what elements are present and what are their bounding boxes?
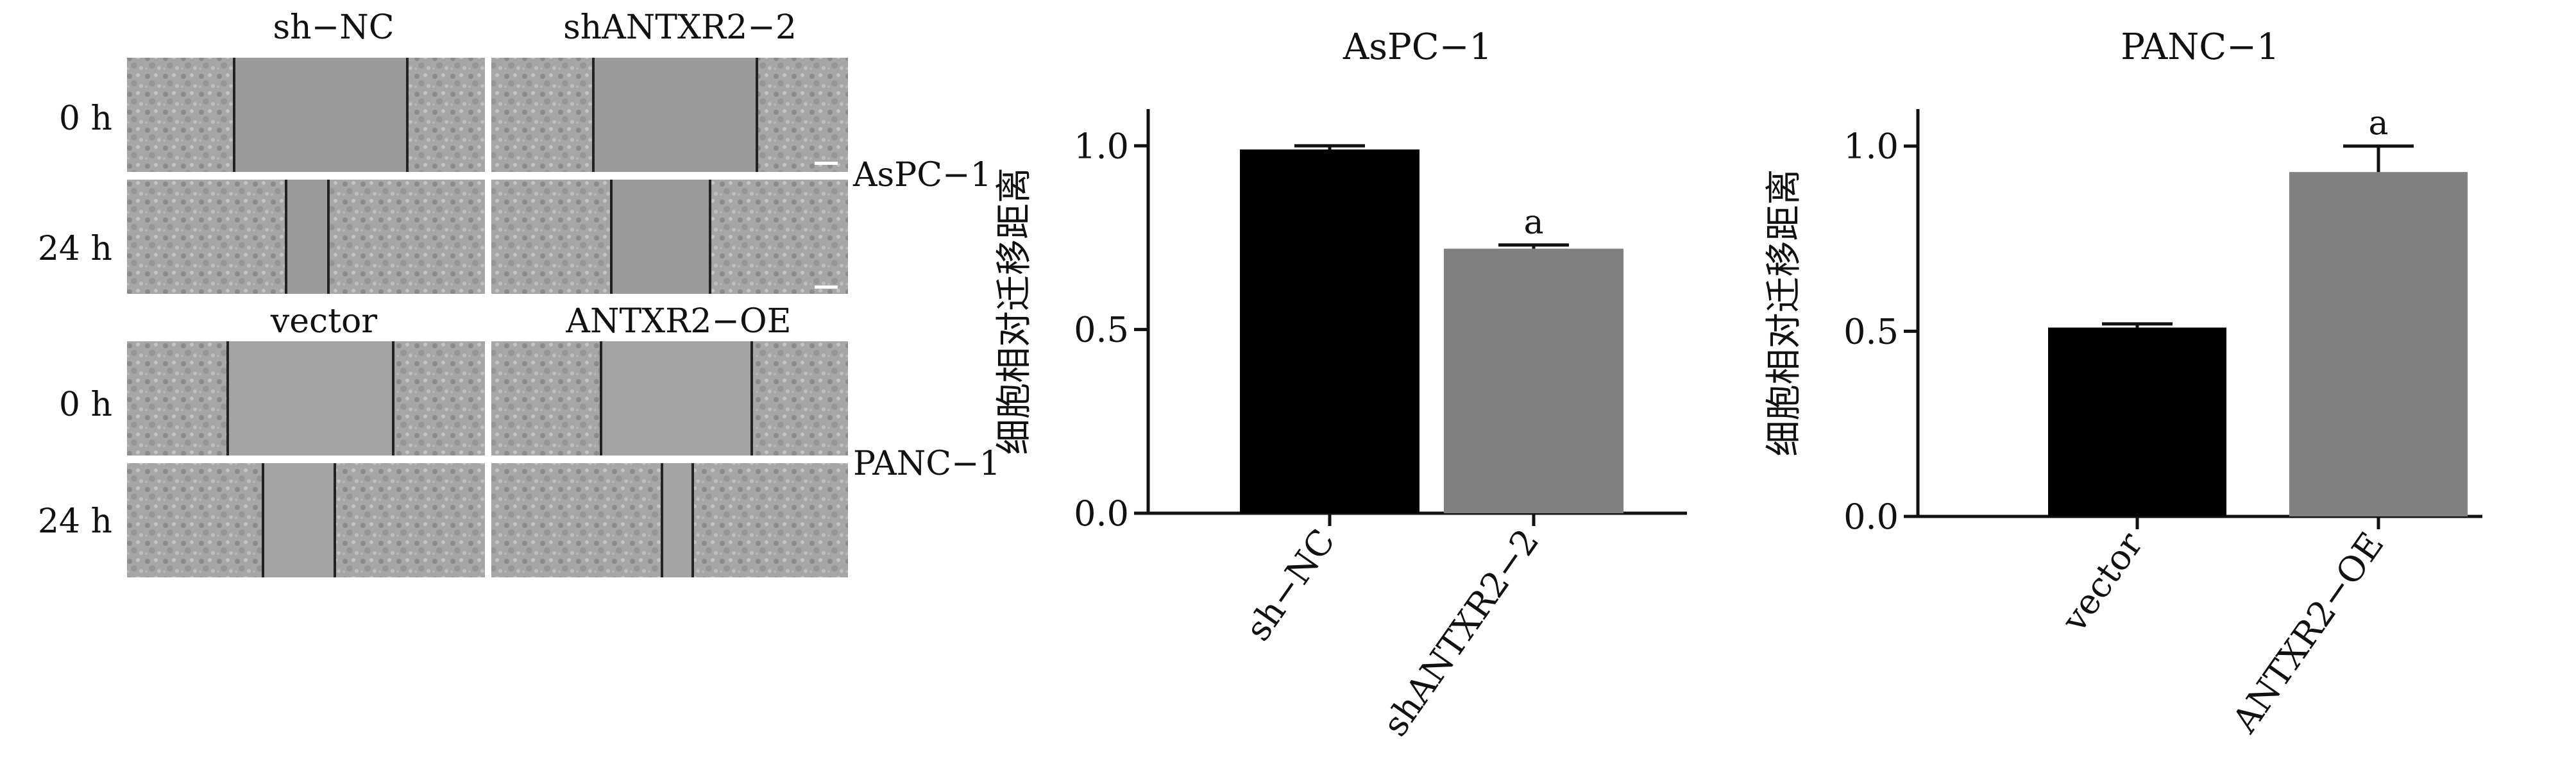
bar	[1240, 149, 1419, 513]
micrograph-aspc-shantxr2-0h	[491, 58, 848, 172]
column-label-vector: vector	[270, 302, 377, 341]
row-label-24h-aspc: 24 h	[38, 230, 112, 268]
bar	[2289, 172, 2468, 516]
y-axis-label: 细胞相对迁移距离	[1763, 169, 1805, 457]
y-tick-label: 0.5	[1074, 310, 1129, 350]
x-tick-label: sh−NC	[1237, 522, 1343, 648]
chart-title: AsPC−1	[1343, 26, 1492, 68]
significance-label: a	[1523, 203, 1543, 242]
micrograph-panc-antxr2-oe-24h	[491, 463, 848, 577]
y-tick-label: 0.5	[1843, 311, 1899, 352]
column-label-shantxr2-2: shANTXR2−2	[563, 8, 797, 47]
y-tick-label: 1.0	[1074, 126, 1129, 166]
micrograph-aspc-sh-nc-24h	[127, 180, 485, 294]
y-axis-label: 细胞相对迁移距离	[994, 167, 1035, 455]
cell-line-label-aspc: AsPC−1	[852, 156, 992, 194]
cell-line-label-panc: PANC−1	[853, 445, 1001, 483]
column-label-antxr2-oe: ANTXR2−OE	[565, 302, 791, 341]
y-tick-label: 0.0	[1843, 497, 1899, 537]
micrograph-aspc-shantxr2-24h	[491, 180, 848, 294]
micrograph-aspc-sh-nc-0h	[127, 58, 485, 172]
bar	[2048, 327, 2226, 516]
row-label-0h-panc: 0 h	[59, 386, 112, 424]
row-label-24h-panc: 24 h	[38, 502, 112, 541]
y-tick-label: 0.0	[1074, 493, 1129, 534]
x-tick-label: vector	[2053, 525, 2150, 640]
y-tick-label: 1.0	[1843, 126, 1899, 167]
micrograph-panel: sh−NC shANTXR2−2 0 h 24 h AsPC−1	[38, 8, 1001, 577]
micrograph-panc-vector-0h	[127, 341, 485, 455]
chart-title: PANC−1	[2121, 26, 2279, 68]
bar-chart-aspc: AsPC−1 0.0 0.5 1.0 细胞相对迁移距离 sh−NC a shANTXR2−2	[994, 26, 1687, 744]
row-label-0h-aspc: 0 h	[59, 99, 112, 138]
micrograph-panc-vector-24h	[127, 463, 485, 577]
micrograph-panc-antxr2-oe-0h	[491, 341, 848, 455]
x-tick-label: shANTXR2−2	[1375, 522, 1546, 744]
significance-label: a	[2368, 105, 2388, 143]
x-tick-label: ANTXR2−OE	[2224, 525, 2391, 740]
bar-chart-panc: PANC−1 0.0 0.5 1.0 细胞相对迁移距离 vector a ANTXR2−OE	[1763, 26, 2482, 740]
column-label-sh-nc: sh−NC	[273, 8, 394, 47]
bar	[1444, 248, 1623, 513]
